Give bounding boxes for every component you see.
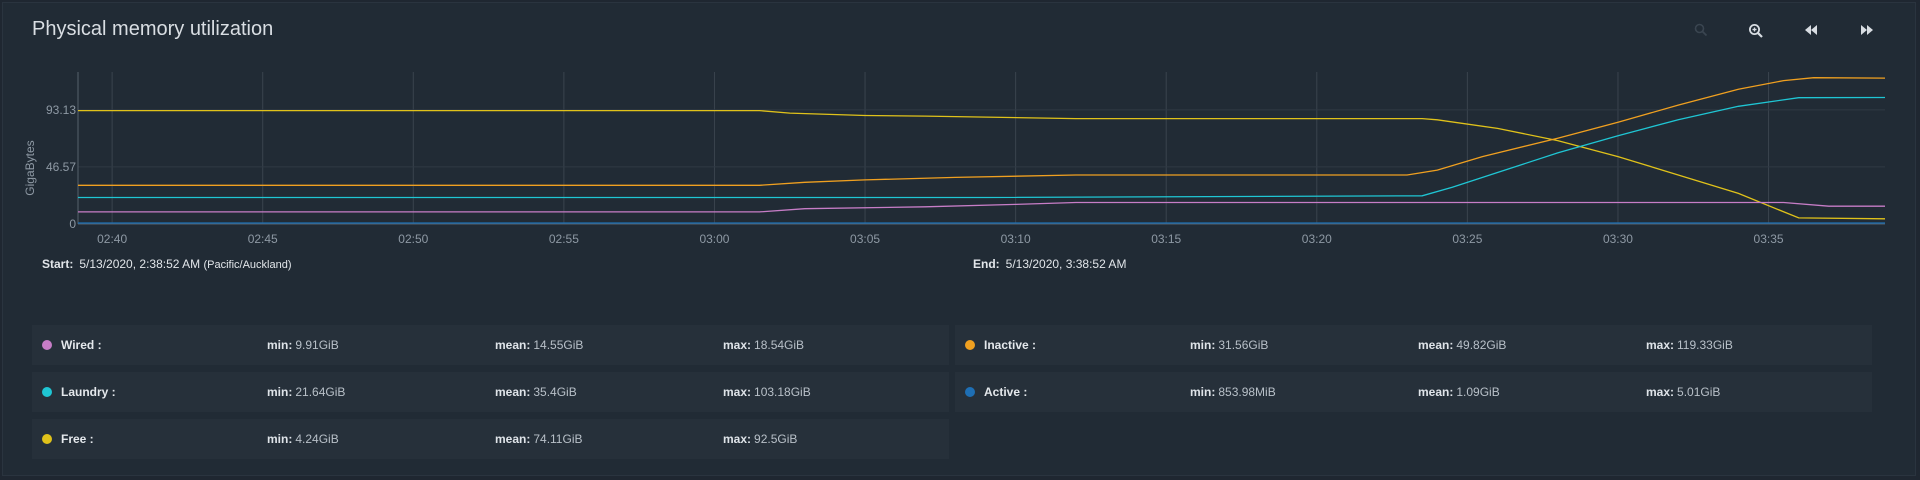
legend-series-name: Wired : [61,338,102,352]
range-start-label: Start: [42,257,74,271]
legend-series-name: Laundry : [61,385,116,399]
x-tick-label: 03:10 [1001,232,1031,246]
legend-row[interactable]: Laundry : min: 21.64GiB mean: 35.4GiB max: 103… [32,372,949,412]
legend-dot [42,387,52,397]
legend-row[interactable]: Active : min: 853.98MiB mean: 1.09GiB max: 5.0… [955,372,1872,412]
legend-min: min: 4.24GiB [267,432,339,446]
x-tick-label: 02:55 [549,232,579,246]
x-tick-label: 02:45 [248,232,278,246]
series-line-free [78,109,1886,220]
legend-min: min: 853.98MiB [1190,385,1276,399]
y-axis-label: GigaBytes [23,140,37,195]
legend-min: min: 21.64GiB [267,385,346,399]
legend-series-name: Active : [984,385,1028,399]
y-tick-label: 93.13 [46,103,76,117]
legend-row[interactable]: Wired : min: 9.91GiB mean: 14.55GiB max: 18.54… [32,325,949,365]
legend-row[interactable]: Free : min: 4.24GiB mean: 74.11GiB max: 92.5Gi… [32,419,949,459]
range-start-value: 5/13/2020, 2:38:52 AM [79,257,201,271]
x-tick-label: 02:50 [398,232,428,246]
x-tick-label: 03:15 [1151,232,1181,246]
legend-max: max: 92.5GiB [723,432,798,446]
legend-min: min: 31.56GiB [1190,338,1269,352]
x-tick-label: 03:25 [1452,232,1482,246]
legend-mean: mean: 1.09GiB [1418,385,1500,399]
step-back-icon[interactable] [1798,19,1824,43]
series-line-inactive [78,77,1886,186]
legend-mean: mean: 14.55GiB [495,338,584,352]
x-tick-label: 03:20 [1302,232,1332,246]
legend-mean: mean: 74.11GiB [495,432,583,446]
range-timezone: (Pacific/Auckland) [203,259,292,271]
series-line-wired [78,201,1885,213]
range-end-value: 5/13/2020, 3:38:52 AM [1005,257,1127,271]
legend-series-name: Inactive : [984,338,1037,352]
range-end: End: 5/13/2020, 3:38:52 AM [973,257,1126,271]
range-end-label: End: [973,257,1000,271]
series-line-laundry [78,96,1886,199]
zoom-in-icon[interactable] [1743,19,1769,43]
legend-max: max: 5.01GiB [1646,385,1721,399]
legend-dot [965,387,975,397]
legend-dot [42,434,52,444]
legend-min: min: 9.91GiB [267,338,339,352]
y-tick-label: 46.57 [46,160,76,174]
x-tick-label: 03:05 [850,232,880,246]
memory-line-chart: 02:40 02:45 02:50 02:55 03:00 03:05 03:10 03:15… [23,72,1886,246]
x-tick-label: 03:35 [1754,232,1784,246]
legend-max: max: 119.33GiB [1646,338,1733,352]
legend-row[interactable]: Inactive : min: 31.56GiB mean: 49.82GiB max: 1… [955,325,1872,365]
legend-dot [42,340,52,350]
zoom-out-icon[interactable] [1688,19,1714,43]
range-start: Start: 5/13/2020, 2:38:52 AM (Pacific/Auc… [42,257,292,271]
legend-dot [965,340,975,350]
legend-series-name: Free : [61,432,94,446]
panel-title: Physical memory utilization [32,18,274,40]
x-tick-label: 03:30 [1603,232,1633,246]
legend-max: max: 103.18GiB [723,385,811,399]
legend-mean: mean: 49.82GiB [1418,338,1507,352]
x-tick-label: 03:00 [699,232,729,246]
x-tick-label: 02:40 [97,232,127,246]
y-tick-label: 0 [69,217,76,231]
legend-mean: mean: 35.4GiB [495,385,577,399]
step-forward-icon[interactable] [1854,19,1880,43]
legend-max: max: 18.54GiB [723,338,805,352]
